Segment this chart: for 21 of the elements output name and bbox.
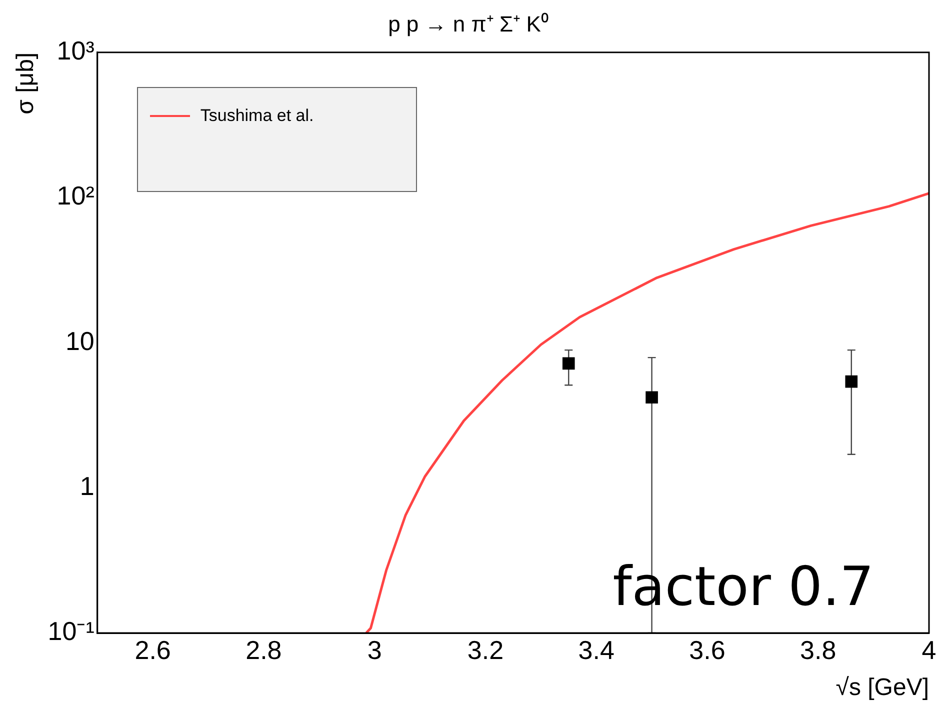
y-tick-label: 1 <box>80 471 94 502</box>
y-tick-label: 10 <box>65 326 94 356</box>
x-tick-label: 3.4 <box>578 634 614 665</box>
x-tick-label: 2.8 <box>246 634 282 665</box>
x-tick-label: 4 <box>922 634 936 665</box>
x-axis-title: √s [GeV] <box>836 674 929 702</box>
point <box>646 391 658 404</box>
y-tick-label: 10² <box>56 180 95 211</box>
chart-title: p p → n π⁺ Σ⁺ K⁰ <box>388 11 549 36</box>
y-tick-label: 10³ <box>56 36 95 66</box>
legend-label: Tsushima et al. <box>200 106 314 126</box>
y-tick-label: 10⁻¹ <box>48 616 95 646</box>
x-tick-label: 2.6 <box>134 634 171 665</box>
point <box>845 375 858 388</box>
legend-panel: Tsushima et al. <box>137 87 418 192</box>
x-tick-label: 3.8 <box>800 634 836 665</box>
point <box>562 357 575 370</box>
y-axis-title: σ [μb] <box>12 52 40 114</box>
x-tick-label: 3.6 <box>689 634 726 665</box>
x-tick-label: 3 <box>367 634 382 665</box>
x-tick-label: 3.2 <box>467 634 504 665</box>
